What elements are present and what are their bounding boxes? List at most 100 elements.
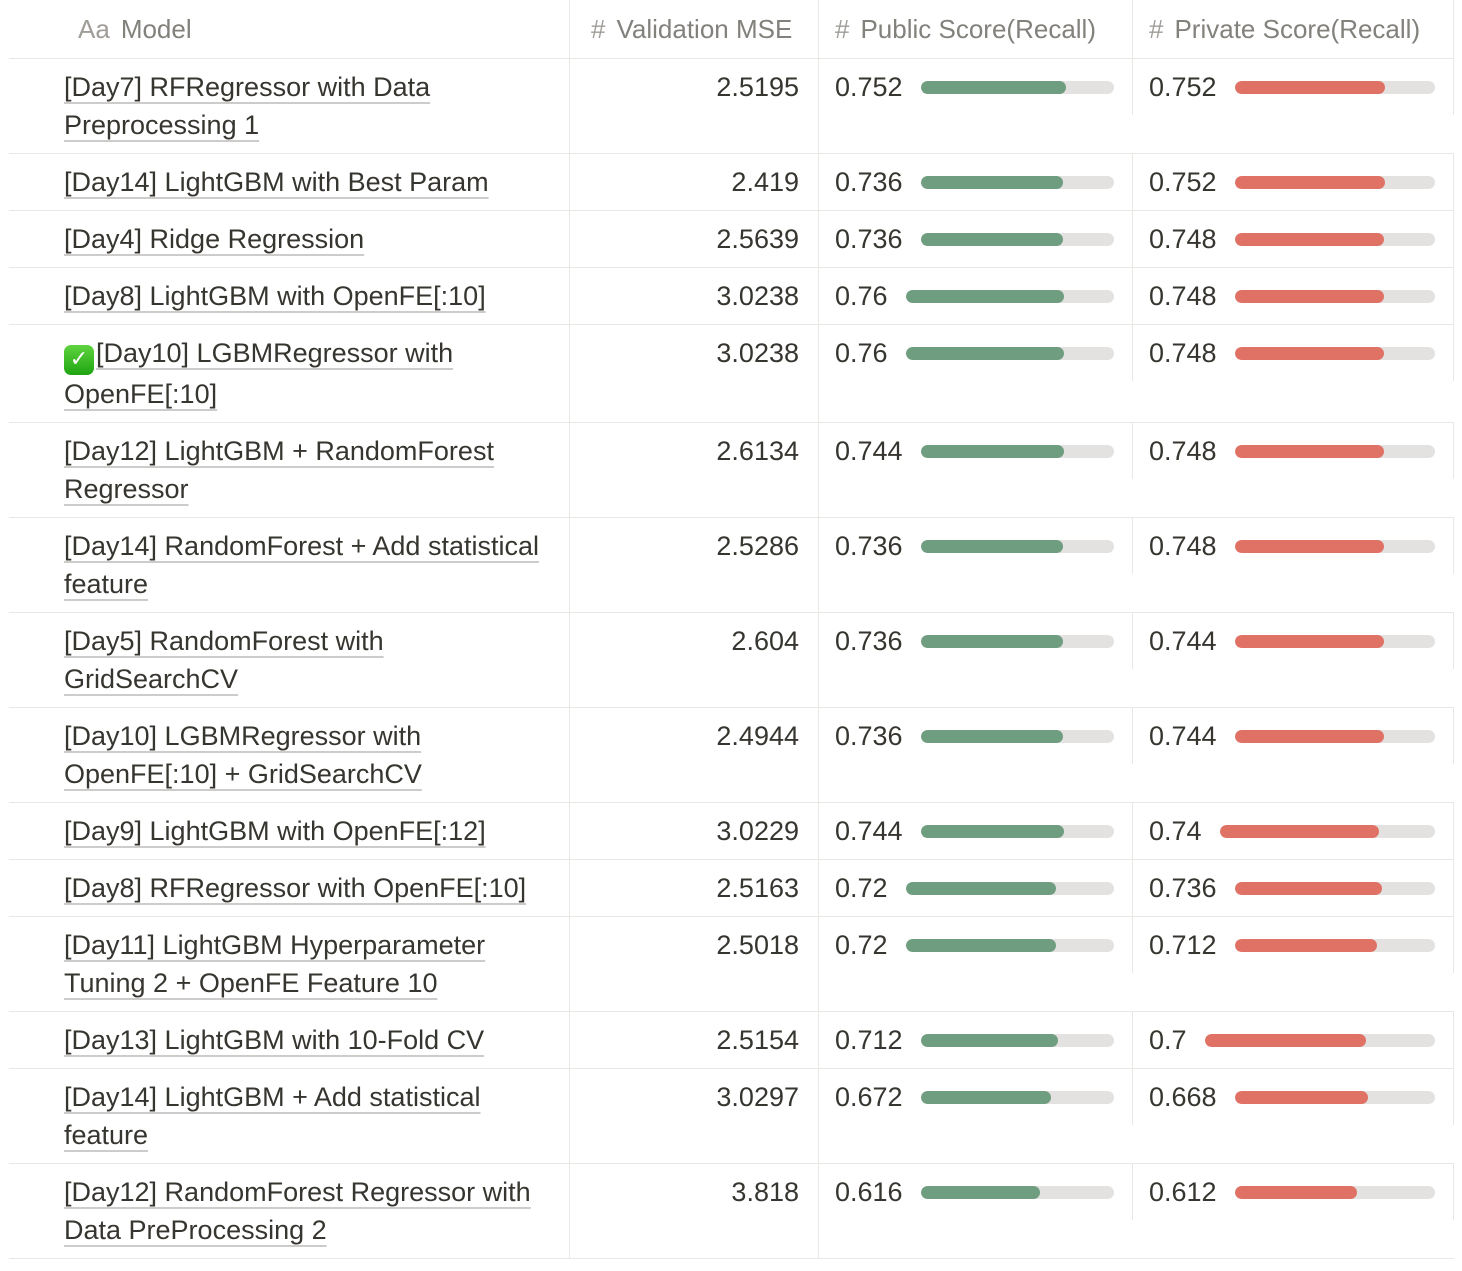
model-link[interactable]: [Day12] LightGBM + RandomForest Regresso…	[64, 436, 494, 504]
model-cell[interactable]: [Day7] RFRegressor with Data Preprocessi…	[9, 59, 570, 153]
validation-mse-value: 2.604	[731, 626, 799, 656]
model-cell[interactable]: [Day5] RandomForest with GridSearchCV	[9, 613, 570, 707]
validation-mse-cell[interactable]: 2.5286	[570, 518, 819, 612]
private-score-cell[interactable]: 0.744	[1133, 613, 1454, 669]
table-row[interactable]: [Day10] LGBMRegressor with OpenFE[:10] +…	[9, 708, 1454, 803]
public-score-cell[interactable]: 0.72	[819, 917, 1133, 973]
private-score-cell[interactable]: 0.712	[1133, 917, 1454, 973]
private-score-bar-fill	[1234, 175, 1386, 189]
private-score-cell[interactable]: 0.748	[1133, 423, 1454, 479]
public-score-bar-fill	[920, 1090, 1051, 1104]
table-row[interactable]: ✓ [Day10] LGBMRegressor with OpenFE[:10] …	[9, 325, 1454, 423]
public-score-cell[interactable]: 0.672	[819, 1069, 1133, 1125]
public-score-cell[interactable]: 0.752	[819, 59, 1133, 115]
public-score-cell[interactable]: 0.76	[819, 325, 1133, 381]
table-row[interactable]: [Day4] Ridge Regression 2.5639 0.736 0.7…	[9, 211, 1454, 268]
model-cell[interactable]: [Day8] LightGBM with OpenFE[:10]	[9, 268, 570, 324]
public-score-cell[interactable]: 0.744	[819, 803, 1133, 859]
column-header-model[interactable]: Aa Model	[9, 0, 570, 58]
validation-mse-cell[interactable]: 2.5154	[570, 1012, 819, 1068]
model-link[interactable]: [Day8] LightGBM with OpenFE[:10]	[64, 281, 486, 311]
private-score-cell[interactable]: 0.748	[1133, 325, 1454, 381]
validation-mse-cell[interactable]: 3.0238	[570, 325, 819, 422]
public-score-cell[interactable]: 0.736	[819, 154, 1133, 210]
validation-mse-cell[interactable]: 2.5195	[570, 59, 819, 153]
validation-mse-cell[interactable]: 3.0297	[570, 1069, 819, 1163]
model-cell[interactable]: [Day14] LightGBM with Best Param	[9, 154, 570, 210]
table-row[interactable]: [Day8] RFRegressor with OpenFE[:10] 2.51…	[9, 860, 1454, 917]
validation-mse-cell[interactable]: 3.818	[570, 1164, 819, 1258]
model-cell[interactable]: [Day14] RandomForest + Add statistical f…	[9, 518, 570, 612]
public-score-cell[interactable]: 0.616	[819, 1164, 1133, 1220]
table-row[interactable]: [Day5] RandomForest with GridSearchCV 2.…	[9, 613, 1454, 708]
table-row[interactable]: [Day9] LightGBM with OpenFE[:12] 3.0229 …	[9, 803, 1454, 860]
model-link[interactable]: [Day14] RandomForest + Add statistical f…	[64, 531, 539, 599]
validation-mse-cell[interactable]: 2.5018	[570, 917, 819, 1011]
private-score-cell[interactable]: 0.744	[1133, 708, 1454, 764]
public-score-cell[interactable]: 0.736	[819, 211, 1133, 267]
model-cell[interactable]: [Day4] Ridge Regression	[9, 211, 570, 267]
validation-mse-cell[interactable]: 2.419	[570, 154, 819, 210]
validation-mse-cell[interactable]: 2.6134	[570, 423, 819, 517]
public-score-cell[interactable]: 0.72	[819, 860, 1133, 916]
model-link[interactable]: [Day9] LightGBM with OpenFE[:12]	[64, 816, 486, 846]
validation-mse-cell[interactable]: 3.0238	[570, 268, 819, 324]
public-score-cell[interactable]: 0.712	[819, 1012, 1133, 1068]
model-link[interactable]: [Day10] LGBMRegressor with OpenFE[:10] +…	[64, 721, 422, 789]
model-link[interactable]: [Day7] RFRegressor with Data Preprocessi…	[64, 72, 431, 140]
model-link[interactable]: [Day8] RFRegressor with OpenFE[:10]	[64, 873, 527, 903]
private-score-cell[interactable]: 0.736	[1133, 860, 1454, 916]
model-cell[interactable]: [Day12] LightGBM + RandomForest Regresso…	[9, 423, 570, 517]
table-header-row: Aa Model # Validation MSE # Public Score…	[9, 0, 1454, 59]
model-cell[interactable]: ✓ [Day10] LGBMRegressor with OpenFE[:10]	[9, 325, 570, 422]
public-score-cell[interactable]: 0.736	[819, 518, 1133, 574]
table-row[interactable]: [Day7] RFRegressor with Data Preprocessi…	[9, 59, 1454, 154]
model-cell[interactable]: [Day12] RandomForest Regressor with Data…	[9, 1164, 570, 1258]
column-header-public-score[interactable]: # Public Score(Recall)	[819, 0, 1133, 58]
private-score-cell[interactable]: 0.748	[1133, 518, 1454, 574]
private-score-cell[interactable]: 0.668	[1133, 1069, 1454, 1125]
model-link[interactable]: [Day12] RandomForest Regressor with Data…	[64, 1177, 531, 1245]
model-link[interactable]: [Day5] RandomForest with GridSearchCV	[64, 626, 384, 694]
table-row[interactable]: [Day14] LightGBM + Add statistical featu…	[9, 1069, 1454, 1164]
private-score-cell[interactable]: 0.748	[1133, 268, 1454, 324]
table-row[interactable]: [Day12] RandomForest Regressor with Data…	[9, 1164, 1454, 1259]
model-cell[interactable]: [Day13] LightGBM with 10-Fold CV	[9, 1012, 570, 1068]
table-row[interactable]: [Day12] LightGBM + RandomForest Regresso…	[9, 423, 1454, 518]
public-score-cell[interactable]: 0.736	[819, 708, 1133, 764]
public-score-cell[interactable]: 0.744	[819, 423, 1133, 479]
model-cell[interactable]: [Day8] RFRegressor with OpenFE[:10]	[9, 860, 570, 916]
column-header-private-score[interactable]: # Private Score(Recall)	[1133, 0, 1454, 58]
public-score-cell[interactable]: 0.76	[819, 268, 1133, 324]
model-link[interactable]: [Day13] LightGBM with 10-Fold CV	[64, 1025, 485, 1055]
model-cell[interactable]: [Day9] LightGBM with OpenFE[:12]	[9, 803, 570, 859]
private-score-cell[interactable]: 0.748	[1133, 211, 1454, 267]
validation-mse-cell[interactable]: 2.604	[570, 613, 819, 707]
model-cell[interactable]: [Day10] LGBMRegressor with OpenFE[:10] +…	[9, 708, 570, 802]
model-link[interactable]: [Day14] LightGBM + Add statistical featu…	[64, 1082, 481, 1150]
model-cell[interactable]: [Day11] LightGBM Hyperparameter Tuning 2…	[9, 917, 570, 1011]
validation-mse-cell[interactable]: 2.5639	[570, 211, 819, 267]
table-row[interactable]: [Day14] RandomForest + Add statistical f…	[9, 518, 1454, 613]
model-link[interactable]: [Day10] LGBMRegressor with OpenFE[:10]	[64, 338, 454, 409]
private-score-cell[interactable]: 0.752	[1133, 154, 1454, 210]
validation-mse-cell[interactable]: 2.4944	[570, 708, 819, 802]
table-row[interactable]: [Day8] LightGBM with OpenFE[:10] 3.0238 …	[9, 268, 1454, 325]
table-row[interactable]: [Day13] LightGBM with 10-Fold CV 2.5154 …	[9, 1012, 1454, 1069]
column-header-validation-mse[interactable]: # Validation MSE	[570, 0, 819, 58]
private-score-cell[interactable]: 0.7	[1133, 1012, 1454, 1068]
validation-mse-cell[interactable]: 2.5163	[570, 860, 819, 916]
public-score-bar	[905, 346, 1114, 360]
database-table: Aa Model # Validation MSE # Public Score…	[9, 0, 1454, 1259]
private-score-cell[interactable]: 0.612	[1133, 1164, 1454, 1220]
validation-mse-cell[interactable]: 3.0229	[570, 803, 819, 859]
table-row[interactable]: [Day14] LightGBM with Best Param 2.419 0…	[9, 154, 1454, 211]
private-score-cell[interactable]: 0.74	[1133, 803, 1454, 859]
public-score-cell[interactable]: 0.736	[819, 613, 1133, 669]
table-row[interactable]: [Day11] LightGBM Hyperparameter Tuning 2…	[9, 917, 1454, 1012]
private-score-cell[interactable]: 0.752	[1133, 59, 1454, 115]
model-link[interactable]: [Day14] LightGBM with Best Param	[64, 167, 489, 197]
model-link[interactable]: [Day4] Ridge Regression	[64, 224, 365, 254]
model-link[interactable]: [Day11] LightGBM Hyperparameter Tuning 2…	[64, 930, 486, 998]
model-cell[interactable]: [Day14] LightGBM + Add statistical featu…	[9, 1069, 570, 1163]
